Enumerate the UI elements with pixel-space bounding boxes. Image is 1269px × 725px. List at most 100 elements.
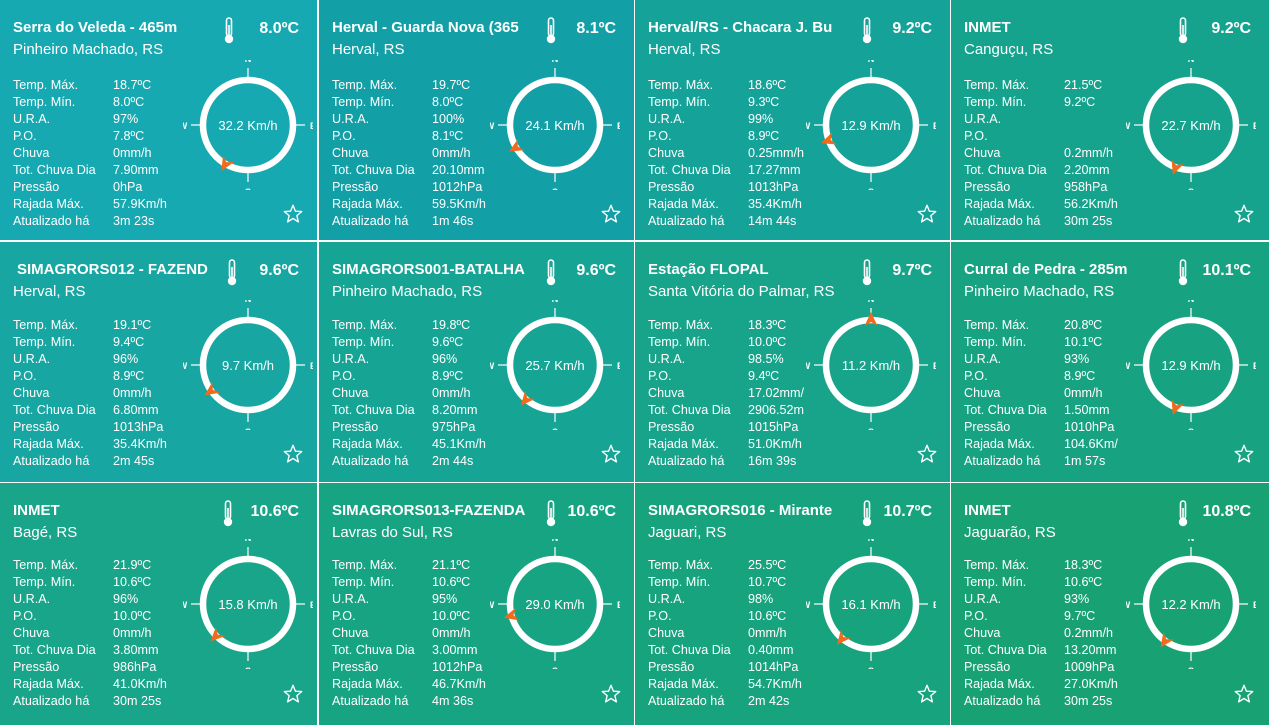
favorite-star-icon[interactable] (1233, 443, 1255, 465)
station-location: Jaguarão, RS (964, 524, 1056, 541)
reading-label: Pressão (13, 420, 60, 434)
compass-letter-n: N (552, 60, 559, 64)
favorite-star-icon[interactable] (282, 443, 304, 465)
reading-value: 104.6Km/ (1064, 437, 1118, 451)
reading-label: P.O. (332, 129, 356, 143)
current-temperature: 9.6ºC (259, 262, 299, 279)
station-card[interactable]: INMET Canguçu, RS 9.2ºC Temp. Máx. 21.5ºC Tem… (951, 0, 1269, 240)
reading-value: 100% (432, 112, 465, 126)
reading-value: 93% (1064, 352, 1090, 366)
station-name: Curral de Pedra - 285m (964, 261, 1128, 278)
compass-letter-e: E (933, 600, 936, 610)
reading-label: Temp. Mín. (648, 95, 711, 109)
reading-value: 3.00mm (432, 643, 478, 657)
wind-direction-arrow-icon (520, 390, 535, 406)
wind-direction-arrow-icon (836, 629, 851, 645)
compass-letter-s: S (245, 666, 251, 669)
reading-label: U.R.A. (964, 352, 1002, 366)
favorite-star-icon[interactable] (916, 683, 938, 705)
wind-speed: 15.8 Km/h (218, 597, 277, 612)
compass-letter-n: N (868, 300, 875, 304)
wind-speed: 22.7 Km/h (1161, 118, 1220, 133)
reading-value: 16m 39s (748, 454, 797, 468)
compass-letter-e: E (617, 121, 620, 131)
compass-letter-n: N (245, 539, 252, 543)
favorite-star-icon[interactable] (1233, 203, 1255, 225)
reading-label: Atualizado há (648, 454, 725, 468)
station-name: SIMAGRORS012 - FAZEND (17, 261, 208, 278)
reading-label: P.O. (13, 369, 37, 383)
reading-label: P.O. (964, 129, 988, 143)
reading-value: 57.9Km/h (113, 197, 167, 211)
favorite-star-icon[interactable] (282, 683, 304, 705)
reading-label: Tot. Chuva Dia (13, 403, 96, 417)
reading-label: Rajada Máx. (332, 677, 403, 691)
reading-label: Rajada Máx. (13, 197, 84, 211)
favorite-star-icon[interactable] (600, 203, 622, 225)
reading-label: U.R.A. (332, 592, 370, 606)
favorite-star-icon[interactable] (282, 203, 304, 225)
reading-label: Temp. Mín. (648, 575, 711, 589)
thermometer-icon (862, 17, 872, 44)
reading-label: Temp. Mín. (13, 335, 76, 349)
station-card[interactable]: INMET Jaguarão, RS 10.8ºC Temp. Máx. 18.3ºC T… (951, 483, 1269, 725)
favorite-star-icon[interactable] (916, 443, 938, 465)
current-temperature: 8.0ºC (259, 20, 299, 37)
reading-value: 0.2mm/h (1064, 146, 1113, 160)
reading-label: Pressão (648, 660, 695, 674)
reading-label: P.O. (964, 369, 988, 383)
station-card[interactable]: Serra do Veleda - 465m Pinheiro Machado, … (0, 0, 317, 240)
favorite-star-icon[interactable] (600, 443, 622, 465)
reading-value: 30m 25s (113, 694, 162, 708)
station-card[interactable]: INMET Bagé, RS 10.6ºC Temp. Máx. 21.9ºC Temp.… (0, 483, 317, 725)
reading-value: 20.10mm (432, 163, 485, 177)
compass-letter-s: S (552, 666, 558, 669)
reading-value: 1013hPa (748, 180, 799, 194)
compass-ring (1142, 76, 1240, 174)
reading-label: Chuva (332, 626, 369, 640)
reading-value: 56.2Km/h (1064, 197, 1118, 211)
reading-label: Rajada Máx. (332, 197, 403, 211)
wind-direction-arrow-icon (821, 132, 837, 145)
station-card[interactable]: Herval - Guarda Nova (365 Herval, RS 8.1ºC… (319, 0, 634, 240)
reading-value: 9.4ºC (113, 335, 145, 349)
reading-label: Chuva (13, 386, 50, 400)
station-card[interactable]: SIMAGRORS001-BATALHA Pinheiro Machado, RS… (319, 242, 634, 482)
reading-value: 96% (113, 592, 139, 606)
favorite-star-icon[interactable] (600, 683, 622, 705)
reading-value: 8.9ºC (1064, 369, 1096, 383)
reading-label: Rajada Máx. (964, 437, 1035, 451)
compass-letter-n: N (868, 539, 875, 543)
reading-label: Rajada Máx. (13, 677, 84, 691)
reading-label: U.R.A. (332, 112, 370, 126)
reading-label: Chuva (13, 146, 50, 160)
reading-label: Atualizado há (332, 214, 409, 228)
station-card[interactable]: Herval/RS - Chacara J. Bu Herval, RS 9.2ºC… (635, 0, 950, 240)
favorite-star-icon[interactable] (1233, 683, 1255, 705)
station-name: Estação FLOPAL (648, 261, 769, 278)
reading-label: Chuva (964, 146, 1001, 160)
compass-letter-w: W (490, 361, 495, 371)
compass-letter-e: E (310, 121, 313, 131)
reading-value: 2906.52m (748, 403, 805, 417)
station-card[interactable]: SIMAGRORS016 - Mirante Jaguari, RS 10.7ºC T… (635, 483, 950, 725)
wind-speed: 12.9 Km/h (841, 118, 900, 133)
compass-letter-n: N (552, 539, 559, 543)
station-card[interactable]: Estação FLOPAL Santa Vitória do Palmar, R… (635, 242, 950, 482)
reading-label: Tot. Chuva Dia (13, 643, 96, 657)
station-name: Herval - Guarda Nova (365 (332, 19, 519, 36)
reading-value: 10.6ºC (113, 575, 152, 589)
wind-compass: N S W E 32.2 Km/h (183, 60, 313, 190)
reading-label: Atualizado há (964, 214, 1041, 228)
reading-value: 7.90mm (113, 163, 159, 177)
favorite-star-icon[interactable] (916, 203, 938, 225)
reading-value: 99% (748, 112, 774, 126)
compass-ring (199, 316, 297, 414)
compass-letter-s: S (868, 666, 874, 669)
station-card[interactable]: SIMAGRORS013-FAZENDA Lavras do Sul, RS 10.… (319, 483, 634, 725)
station-card[interactable]: SIMAGRORS012 - FAZEND Herval, RS 9.6ºC Temp… (0, 242, 317, 482)
station-card[interactable]: Curral de Pedra - 285m Pinheiro Machado, … (951, 242, 1269, 482)
reading-label: Pressão (648, 420, 695, 434)
wind-direction-arrow-icon (210, 626, 226, 642)
reading-label: Temp. Mín. (964, 95, 1027, 109)
